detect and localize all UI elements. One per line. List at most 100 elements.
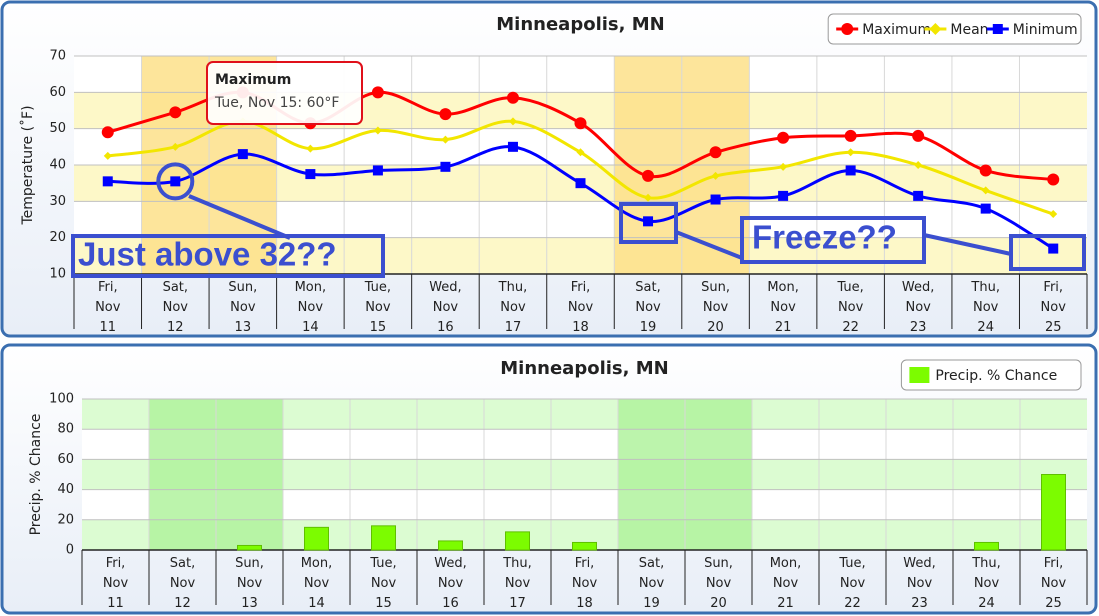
x-tick-label: Wed, Nov 23: [902, 280, 934, 335]
bar: [1041, 474, 1066, 551]
x-tick-label: Wed, Nov 16: [434, 556, 466, 611]
annotation-box: [619, 202, 678, 244]
y-tick-label: 20: [57, 512, 74, 527]
point: [169, 106, 182, 119]
bar: [304, 526, 329, 551]
y-axis-label: Temperature (˚F): [19, 105, 36, 225]
x-tick-label: Sat, Nov 12: [170, 556, 196, 611]
legend-label: Maximum: [862, 22, 931, 38]
point: [306, 144, 315, 153]
legend-marker: [992, 24, 1003, 34]
point: [644, 193, 653, 202]
tooltip-text: Tue, Nov 15: 60°F: [214, 95, 339, 111]
point: [441, 135, 450, 144]
point: [575, 178, 586, 189]
legend-label: Precip. % Chance: [935, 368, 1057, 384]
y-tick-label: 30: [49, 194, 66, 209]
x-tick-label: Sun, Nov 13: [228, 280, 257, 335]
point: [371, 86, 384, 99]
bar: [505, 531, 530, 551]
tooltip: [206, 61, 363, 125]
point: [846, 148, 855, 157]
chart-title: Minneapolis, MN: [500, 358, 668, 379]
annotation-box: [71, 234, 385, 278]
point: [980, 203, 991, 214]
bar: [371, 525, 396, 551]
annotation-circle: [156, 162, 195, 201]
bar: [438, 540, 463, 551]
x-tick-label: Tue, Nov 22: [836, 280, 863, 335]
y-tick-label: 10: [49, 267, 66, 282]
point: [643, 216, 654, 227]
point: [372, 165, 383, 176]
x-tick-label: Sat, Nov 19: [635, 280, 661, 335]
point: [101, 126, 114, 139]
y-tick-label: 50: [49, 121, 66, 136]
legend-marker: [929, 23, 942, 35]
x-tick-label: Wed, Nov 16: [429, 280, 461, 335]
point: [913, 190, 924, 201]
legend-label: Mean: [950, 22, 988, 38]
x-tick-label: Tue, Nov 15: [369, 556, 396, 611]
annotation-line: [188, 194, 291, 240]
point: [710, 194, 721, 205]
legend: [827, 13, 1082, 45]
point: [170, 176, 181, 187]
x-tick-label: Wed, Nov 23: [903, 556, 935, 611]
x-tick-label: Thu, Nov 17: [502, 556, 532, 611]
annotation-box: [740, 216, 926, 264]
x-tick-label: Thu, Nov 17: [498, 280, 528, 335]
point: [777, 131, 790, 144]
y-tick-label: 40: [57, 482, 74, 497]
x-tick-label: Mon, Nov 14: [301, 556, 333, 611]
point: [912, 129, 925, 142]
point: [507, 141, 518, 152]
y-tick-label: 80: [57, 422, 74, 437]
tooltip-title: Maximum: [215, 72, 291, 88]
point: [981, 186, 990, 195]
weekend-band: [685, 399, 752, 550]
y-tick-label: 60: [57, 452, 74, 467]
point: [373, 126, 382, 135]
chart-title: Minneapolis, MN: [496, 14, 664, 35]
x-tick-label: Sun, Nov 13: [235, 556, 264, 611]
y-axis-label: Precip. % Chance: [28, 414, 44, 536]
point: [506, 91, 519, 104]
x-tick-label: Thu, Nov 24: [970, 280, 1000, 335]
x-tick-label: Mon, Nov 21: [770, 556, 802, 611]
point: [1049, 210, 1058, 219]
x-tick-label: Sun, Nov 20: [701, 280, 730, 335]
annotation-line: [923, 233, 1012, 256]
point: [711, 171, 720, 180]
x-tick-label: Fri, Nov 18: [568, 280, 594, 335]
point: [845, 165, 856, 176]
legend-marker: [909, 367, 930, 383]
x-tick-label: Thu, Nov 24: [971, 556, 1001, 611]
legend-marker: [841, 23, 854, 35]
bar: [237, 544, 262, 551]
point: [439, 108, 452, 121]
point: [237, 149, 248, 160]
y-tick-label: 40: [49, 158, 66, 173]
point: [914, 161, 923, 169]
point: [778, 190, 789, 201]
point: [642, 169, 655, 182]
point: [305, 169, 316, 180]
legend: [900, 359, 1082, 391]
annotation-line: [675, 230, 743, 260]
x-tick-label: Fri, Nov 25: [1041, 280, 1067, 335]
x-tick-label: Fri, Nov 18: [572, 556, 598, 611]
point: [574, 117, 587, 130]
legend-label: Minimum: [1013, 22, 1078, 38]
point: [844, 129, 857, 142]
y-tick-label: 60: [49, 85, 66, 100]
x-tick-label: Tue, Nov 22: [838, 556, 865, 611]
x-tick-label: Fri, Nov 11: [103, 556, 129, 611]
bar: [572, 541, 597, 551]
x-tick-label: Tue, Nov 15: [364, 280, 391, 335]
point: [103, 151, 112, 160]
x-tick-label: Mon, Nov 21: [767, 280, 799, 335]
point: [979, 164, 992, 177]
point: [779, 162, 788, 171]
